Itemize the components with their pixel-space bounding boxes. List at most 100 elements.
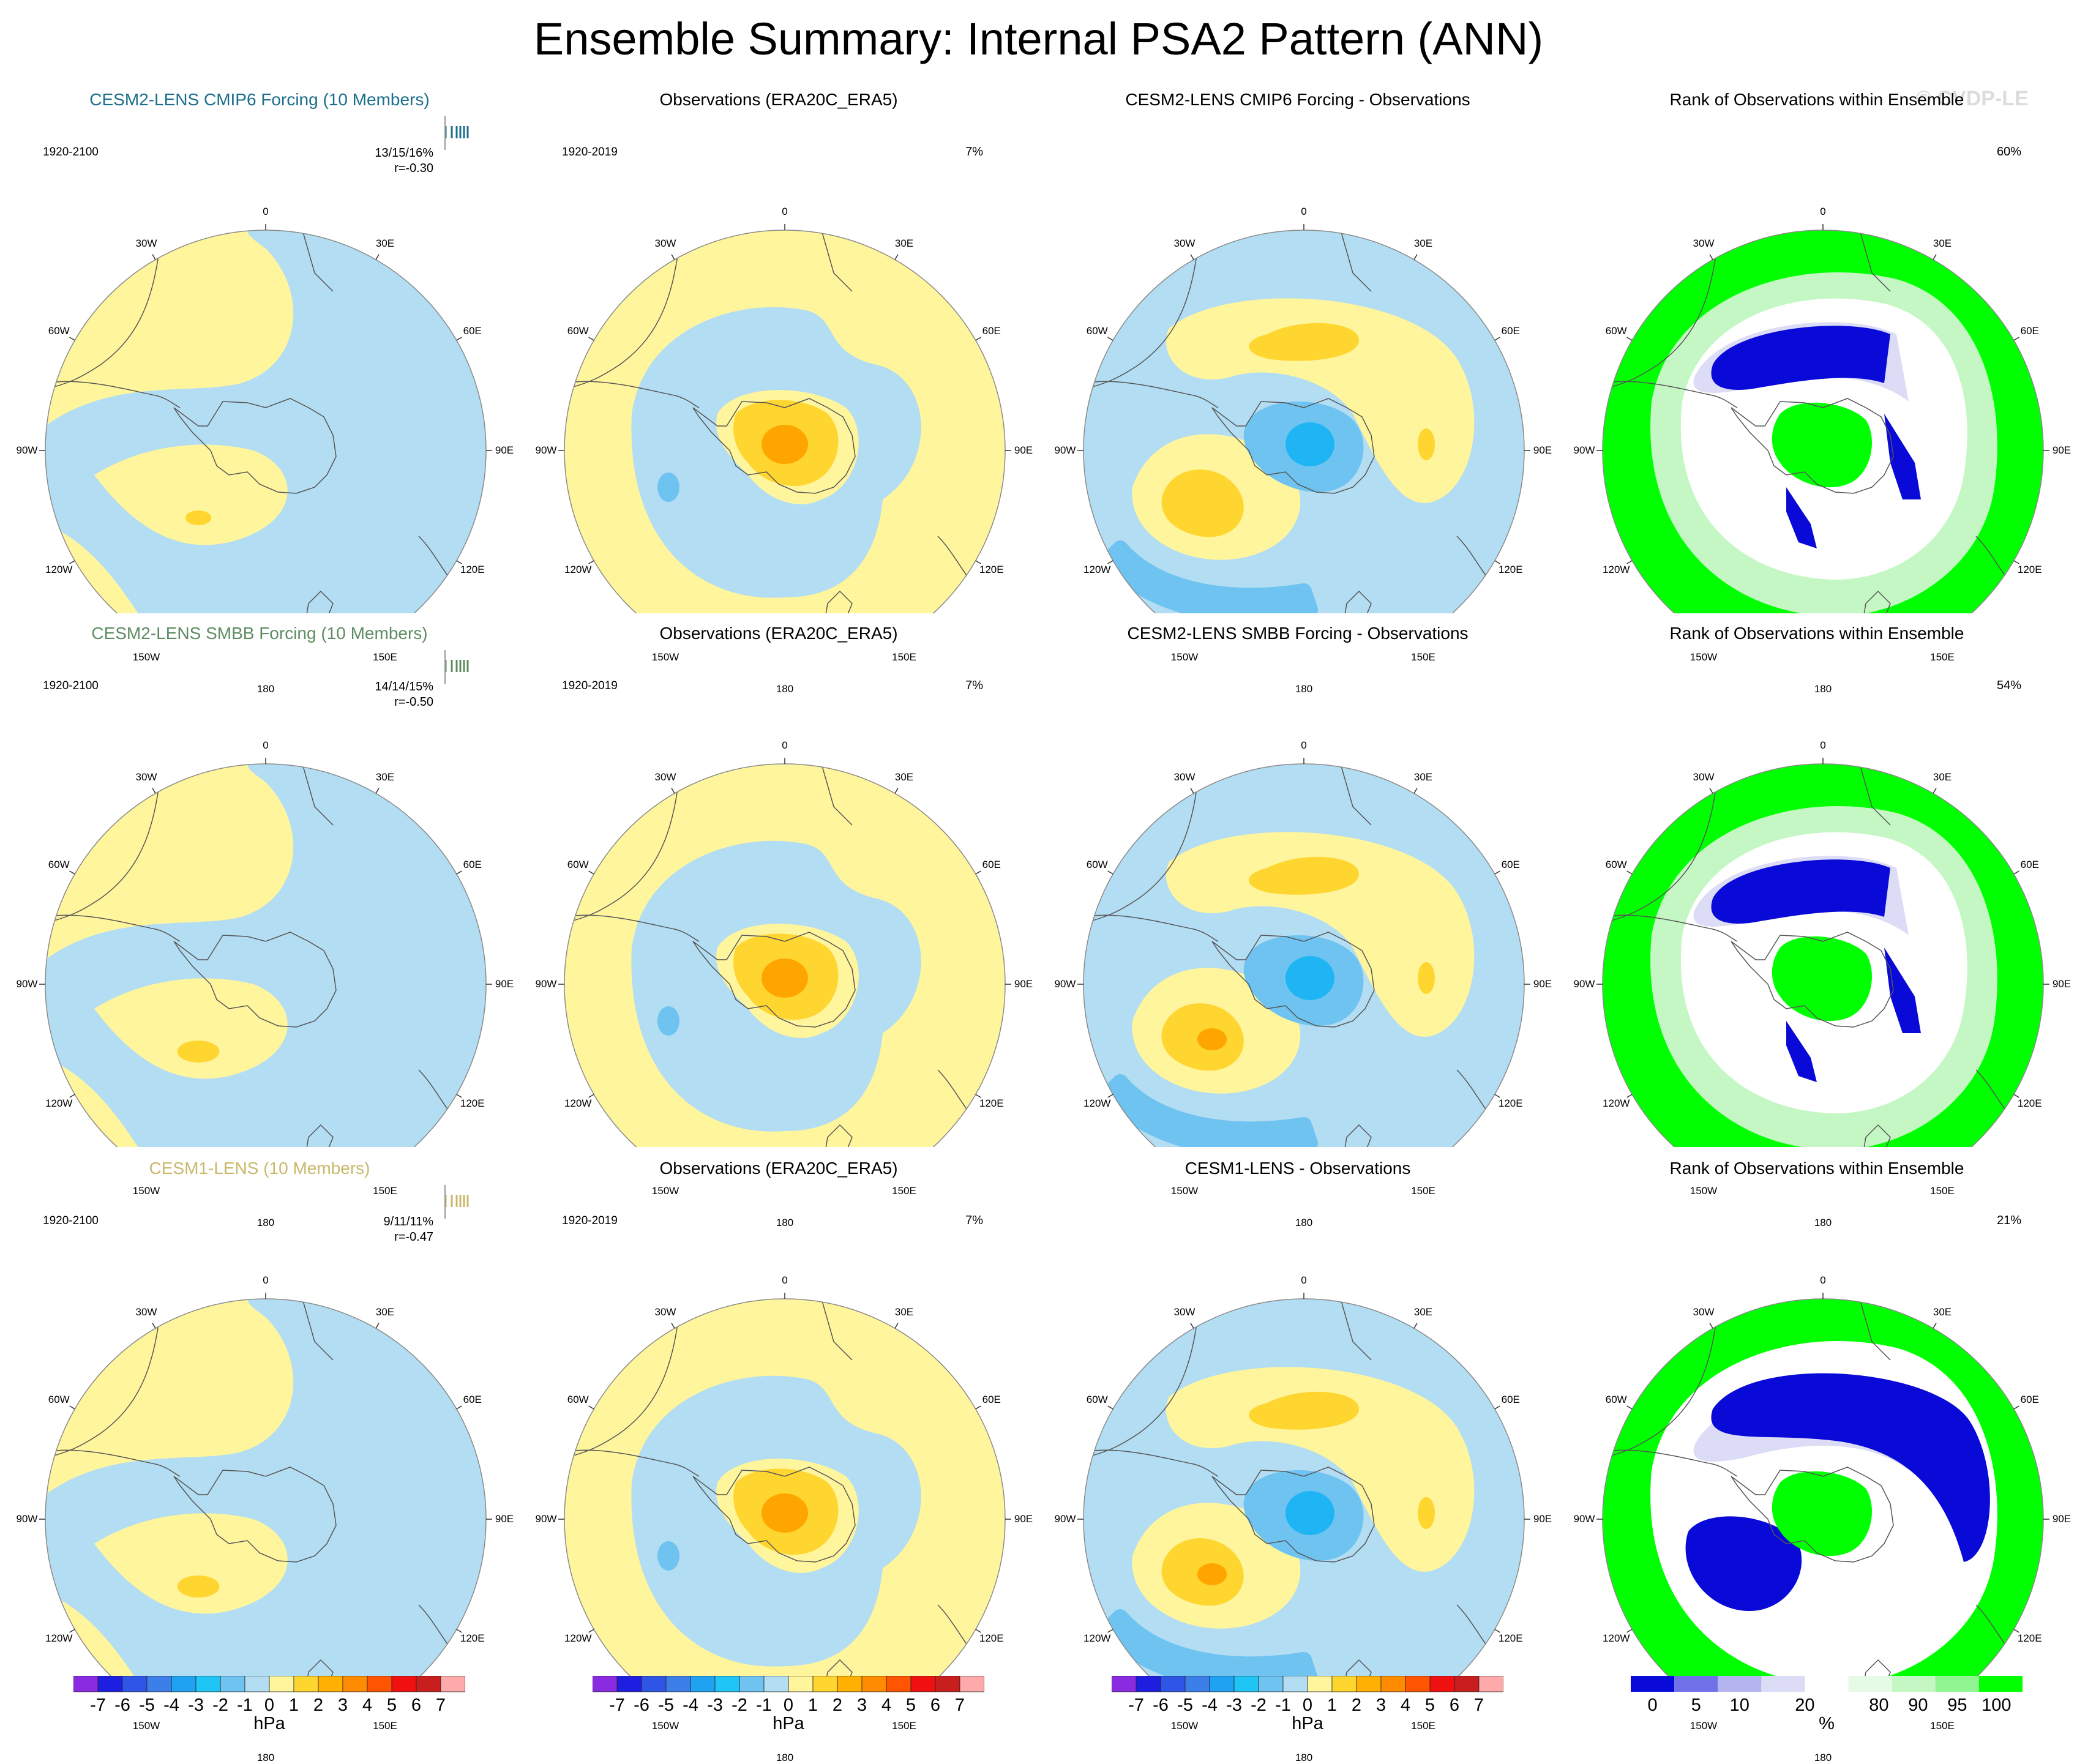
positive-core-2 xyxy=(1161,469,1244,537)
longitude-label-150w: 150W xyxy=(1690,1184,1718,1197)
analysis-period: 1920-2100 xyxy=(43,1214,99,1227)
south-america-coastline xyxy=(1603,1449,1738,1477)
panel-row2-diff: CESM2-LENS SMBB Forcing - Observations 0 3… xyxy=(1038,613,1557,1228)
longitude-tick xyxy=(1107,1094,1113,1098)
antarctica-coastline xyxy=(1731,398,1894,494)
panel-row2-obs: Observations (ERA20C_ERA5) 0 30E 60E 90E 120E… xyxy=(519,613,1038,1228)
longitude-tick xyxy=(1107,1405,1113,1410)
longitude-tick xyxy=(588,560,594,564)
negative-core xyxy=(657,473,679,502)
colorbar-tick-label: -7 xyxy=(1128,1695,1144,1715)
colorbar-tick-label: 100 xyxy=(1982,1695,2012,1715)
longitude-label-60w: 60W xyxy=(567,325,589,337)
south-america-west-coastline xyxy=(1603,1299,1720,1459)
positive-small xyxy=(1418,428,1435,460)
hpa-colorbar-2: -7 -6 -5 -4 -3 -2 -1 0 1 2 3 4 5 6 7 hPa xyxy=(593,1676,984,1743)
new-zealand-coastline xyxy=(1859,1124,1891,1147)
polar-map xyxy=(1596,758,2049,1147)
colorbar-box xyxy=(440,1676,465,1692)
variance-explained: 14/14/15% xyxy=(375,680,433,693)
longitude-label-60e: 60E xyxy=(2020,325,2039,337)
model-stats: 14/14/15% r=-0.50 xyxy=(375,679,433,710)
longitude-tick xyxy=(2013,1094,2019,1098)
antarctica-coastline xyxy=(1731,932,1894,1028)
rank-below-5-west xyxy=(1685,1516,1802,1611)
longitude-label-120w: 120W xyxy=(564,564,592,575)
colorbar-box xyxy=(616,1676,642,1692)
longitude-label-120e: 120E xyxy=(1498,564,1523,575)
south-america-coastline xyxy=(564,914,700,942)
longitude-tick xyxy=(1933,788,1937,794)
longitude-label-180: 180 xyxy=(776,1217,794,1228)
longitude-label-150w: 150W xyxy=(1170,1719,1199,1732)
colorbar-box xyxy=(1631,1676,1675,1692)
longitude-tick xyxy=(456,1629,462,1633)
negative-band xyxy=(1100,540,1318,613)
longitude-label-60w: 60W xyxy=(1086,859,1108,870)
longitude-tick xyxy=(69,337,75,341)
positive-max xyxy=(762,1493,808,1533)
colorbar-tick-label: -2 xyxy=(212,1695,228,1715)
longitude-tick xyxy=(588,870,594,875)
polar-map xyxy=(1596,1293,2049,1682)
longitude-label-60e: 60E xyxy=(982,1394,1001,1405)
longitude-label-90w: 90W xyxy=(1054,978,1076,990)
colorbar-box xyxy=(1805,1676,1849,1692)
longitude-label-90e: 90E xyxy=(1014,444,1033,456)
colorbar-unit: hPa xyxy=(1292,1714,1323,1733)
analysis-period: 1920-2019 xyxy=(562,679,618,692)
longitude-tick xyxy=(1494,1094,1500,1098)
longitude-label-60w: 60W xyxy=(1605,1394,1627,1405)
colorbar-box xyxy=(1380,1676,1406,1692)
colorbar-tick-label: 3 xyxy=(1375,1695,1387,1715)
colorbar-box xyxy=(1892,1676,1936,1692)
longitude-label-60w: 60W xyxy=(567,1394,589,1405)
antarctica-coastline xyxy=(692,1467,856,1563)
africa-coastline xyxy=(302,1299,334,1361)
longitude-label-90w: 90W xyxy=(535,1513,557,1525)
colorbar-box xyxy=(171,1676,196,1692)
longitude-label-60w: 60W xyxy=(567,859,589,870)
longitude-label-180: 180 xyxy=(256,683,275,695)
longitude-label-150e: 150E xyxy=(1411,1719,1435,1732)
longitude-label-30e: 30E xyxy=(1933,237,1952,250)
colorbar-tick-label: -5 xyxy=(658,1695,674,1715)
longitude-label-60w: 60W xyxy=(1086,1394,1108,1405)
colorbar-tick-label: 7 xyxy=(954,1695,965,1715)
colorbar-box xyxy=(1136,1676,1161,1692)
longitude-tick xyxy=(1190,1323,1194,1329)
longitude-label-150w: 150W xyxy=(1690,1719,1718,1732)
analysis-period: 1920-2019 xyxy=(562,1214,618,1227)
longitude-tick xyxy=(975,870,981,875)
longitude-tick xyxy=(456,560,462,564)
longitude-label-120e: 120E xyxy=(2017,1632,2042,1644)
colorbar-tick-label: -5 xyxy=(1177,1695,1193,1715)
colorbar-unit: hPa xyxy=(773,1714,804,1733)
colorbar-tick-label: 80 xyxy=(1869,1695,1889,1715)
longitude-label-60w: 60W xyxy=(1086,325,1108,337)
colorbar-box xyxy=(269,1676,294,1692)
colorbar-boxes xyxy=(1631,1676,2023,1692)
colorbar-box xyxy=(146,1676,172,1692)
colorbar-box xyxy=(416,1676,441,1692)
longitude-label-90e: 90E xyxy=(1533,1513,1552,1525)
south-america-west-coastline xyxy=(45,764,162,924)
new-zealand-coastline xyxy=(1340,1124,1372,1147)
longitude-label-120w: 120W xyxy=(1083,564,1111,575)
panel-row3-obs: Observations (ERA20C_ERA5) 0 30E 60E 90E 120E… xyxy=(519,1148,1038,1763)
longitude-label-30w: 30W xyxy=(654,771,676,783)
colorbar-box xyxy=(293,1676,319,1692)
longitude-label-30e: 30E xyxy=(894,771,914,783)
longitude-label-60e: 60E xyxy=(2020,859,2039,870)
africa-coastline xyxy=(1340,230,1372,292)
colorbar-box xyxy=(1718,1676,1762,1692)
longitude-label-0: 0 xyxy=(782,1274,788,1286)
positive-max xyxy=(762,425,808,464)
south-america-west-coastline xyxy=(1603,230,1720,390)
positive-core xyxy=(1249,856,1359,895)
watermark: © CVDP-LE xyxy=(1916,87,2029,110)
longitude-tick xyxy=(456,1405,462,1410)
longitude-label-90e: 90E xyxy=(2052,444,2071,456)
colorbar-boxes xyxy=(73,1676,465,1692)
longitude-label-120e: 120E xyxy=(979,1097,1004,1109)
